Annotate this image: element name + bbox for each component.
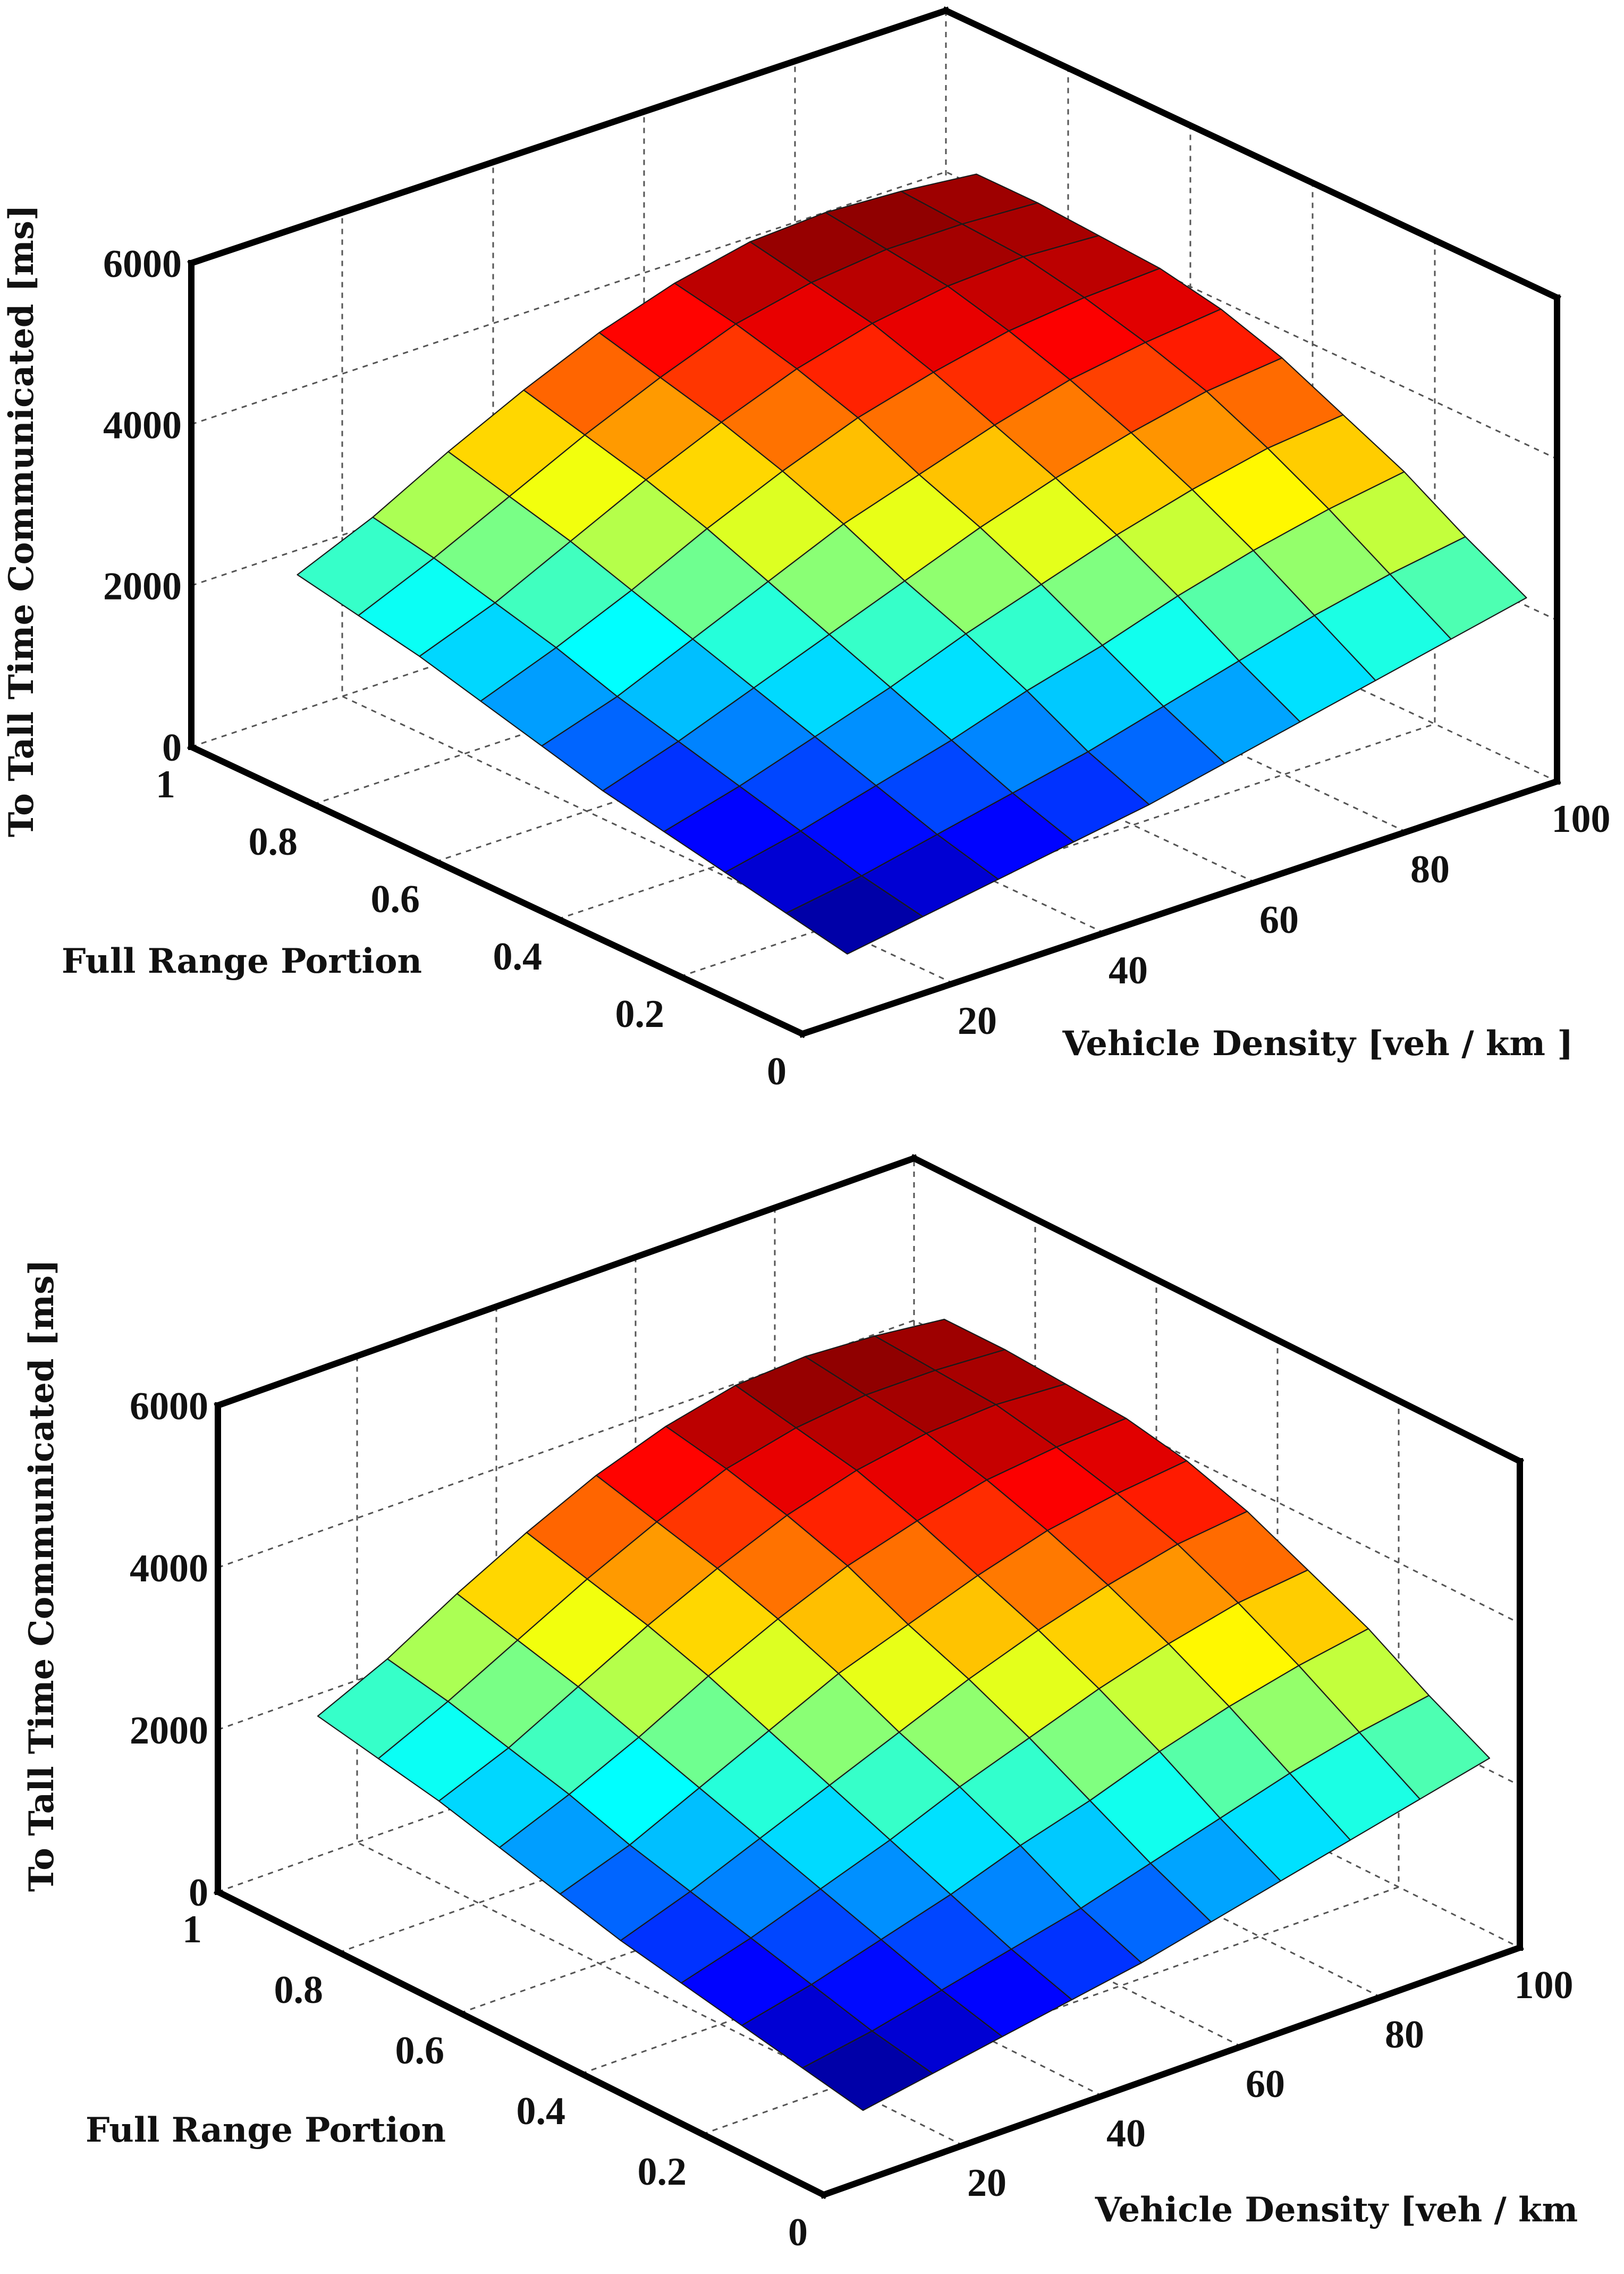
y-tick-label: 0.2 bbox=[638, 2150, 687, 2194]
y-tick-label: 0.4 bbox=[493, 935, 543, 979]
grid-line-y bbox=[680, 240, 1436, 978]
z-tick-label: 0 bbox=[189, 1871, 208, 1915]
y-tick-label: 0.2 bbox=[615, 992, 665, 1036]
x-tick-label: 100 bbox=[1552, 797, 1611, 841]
x-tick-label: 40 bbox=[1109, 949, 1148, 992]
x-axis-line bbox=[798, 777, 1561, 1038]
x-tick-label: 100 bbox=[1515, 1964, 1574, 2007]
z-tick-label: 4000 bbox=[130, 1547, 208, 1590]
x-tick-label: 60 bbox=[1259, 898, 1299, 942]
axis-frame bbox=[213, 1153, 1525, 2200]
y-axis-title: Full Range Portion bbox=[86, 2110, 446, 2150]
z-tick-label: 2000 bbox=[103, 565, 182, 609]
z-axis-title: To Tall Time Communicated [ms] bbox=[2, 205, 41, 837]
top-back-edge bbox=[187, 6, 950, 267]
grid-line-z bbox=[217, 1319, 1520, 1624]
x-axis-title: Vehicle Density [veh / km ] bbox=[1062, 1024, 1573, 1064]
y-tick-label: 0 bbox=[767, 1050, 786, 1093]
surface-patch bbox=[785, 875, 924, 955]
x-tick-label: 20 bbox=[967, 2161, 1006, 2205]
surface-patch bbox=[801, 2030, 934, 2111]
y-tick-label: 0.8 bbox=[249, 820, 298, 864]
y-tick-label: 1 bbox=[182, 1908, 202, 1951]
y-axis-line bbox=[213, 1887, 828, 2200]
surface-plot-bottom-svg: 2040608010000.20.40.60.810200040006000To… bbox=[22, 1153, 1578, 2254]
z-tick-label: 6000 bbox=[103, 242, 182, 286]
surface-mesh bbox=[297, 173, 1527, 955]
z-tick-label: 6000 bbox=[130, 1385, 208, 1428]
top-right-edge bbox=[909, 1153, 1525, 1466]
surface-mesh bbox=[317, 1318, 1491, 2111]
y-tick-label: 0.4 bbox=[517, 2090, 566, 2133]
x-axis-line bbox=[819, 1943, 1524, 2199]
y-tick-label: 0 bbox=[788, 2211, 808, 2254]
axis-frame bbox=[187, 6, 1561, 1038]
z-tick-label: 4000 bbox=[103, 403, 182, 447]
x-tick-label: 80 bbox=[1385, 2013, 1424, 2057]
surface-plot-top-svg: 2040608010000.20.40.60.810200040006000To… bbox=[2, 6, 1611, 1093]
grid-line-y bbox=[557, 183, 1314, 920]
top-back-edge bbox=[214, 1154, 918, 1410]
y-tick-label: 1 bbox=[156, 763, 175, 806]
y-tick-label: 0.6 bbox=[371, 878, 420, 921]
x-tick-label: 40 bbox=[1106, 2112, 1146, 2155]
grid-line-z bbox=[191, 171, 1558, 460]
x-tick-label: 80 bbox=[1410, 848, 1450, 891]
y-tick-label: 0.8 bbox=[274, 1968, 324, 2012]
y-axis-title: Full Range Portion bbox=[62, 941, 422, 981]
surface-plot-bottom: 20 40 60 80 100 0 0.2 0.4 0.6 0.8 1 0 2000 4000 6000 To… bbox=[0, 1137, 1624, 2274]
z-tick-label: 0 bbox=[162, 726, 182, 770]
z-tick-label: 2000 bbox=[130, 1709, 208, 1753]
x-tick-label: 60 bbox=[1246, 2062, 1285, 2106]
x-tick-label: 20 bbox=[958, 999, 997, 1043]
z-axis-title: To Tall Time Communicated [ms] bbox=[22, 1259, 62, 1892]
x-axis-title: Vehicle Density [veh / km bbox=[1095, 2190, 1578, 2230]
grid-line-x bbox=[356, 1356, 963, 2146]
top-right-edge bbox=[942, 6, 1561, 302]
y-axis-line bbox=[187, 743, 807, 1038]
surface-plot-top: 20 40 60 80 100 0 0.2 0.4 0.6 0.8 1 0 2000 4000 6000 To… bbox=[2, 6, 1611, 1093]
y-tick-label: 0.6 bbox=[395, 2029, 445, 2073]
